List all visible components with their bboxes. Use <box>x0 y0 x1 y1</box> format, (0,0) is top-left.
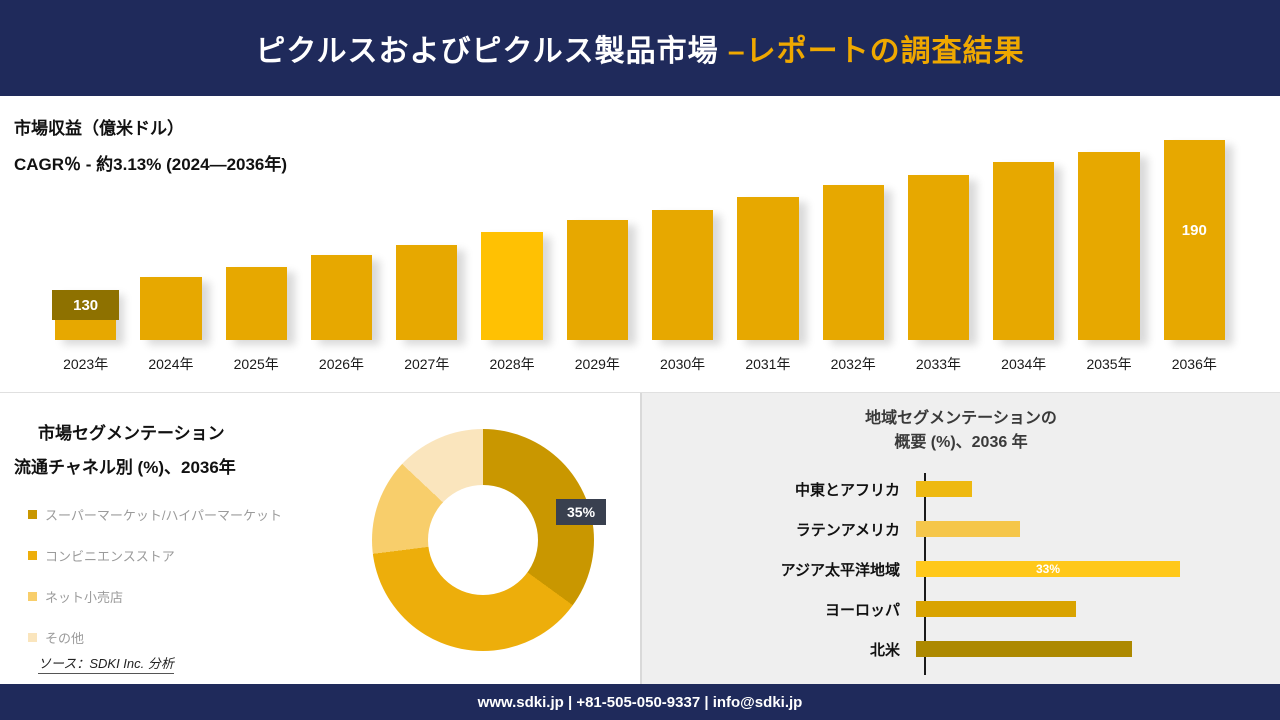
revenue-last-value-label: 190 <box>1181 222 1207 239</box>
legend-label: スーパーマーケット/ハイパーマーケット <box>45 508 282 523</box>
region-row: ラテンアメリカ <box>642 509 1280 549</box>
revenue-bar-2029年 <box>566 220 628 340</box>
revenue-axis-tick: 2023年 <box>63 356 109 372</box>
segmentation-subtitle: 流通チャネル別 (%)、2036年 <box>14 458 236 477</box>
region-panel: 地域セグメンテーションの 概要 (%)、2036 年 中東とアフリカ ラテンアメリ… <box>640 393 1280 684</box>
region-bar-chart: 中東とアフリカ ラテンアメリカアジア太平洋地域 33% ヨーロッパ北米 <box>642 469 1280 679</box>
legend-label: その他 <box>45 631 85 646</box>
region-bar-アジア太平洋地域: 33% <box>916 561 1180 577</box>
revenue-axis-tick: 2033年 <box>915 356 962 372</box>
legend-item: スーパーマーケット/ハイパーマーケット <box>28 505 282 524</box>
revenue-axis-tick: 2034年 <box>1001 356 1047 372</box>
region-label: アジア太平洋地域 <box>780 561 900 579</box>
legend-swatch-icon <box>28 592 37 601</box>
contact-footer: www.sdki.jp | +81-505-050-9337 | info@sd… <box>0 684 1280 720</box>
region-title: 地域セグメンテーションの 概要 (%)、2036 年 <box>642 407 1280 455</box>
revenue-bar-2034年 <box>993 162 1055 340</box>
bottom-panels: 市場セグメンテーション 流通チャネル別 (%)、2036年 スーパーマーケット/… <box>0 392 1280 684</box>
revenue-axis-tick: 2024年 <box>148 356 194 372</box>
region-title-line2: 概要 (%)、2036 年 <box>894 434 1028 451</box>
region-row: ヨーロッパ <box>642 589 1280 629</box>
revenue-bar-2024年 <box>140 277 202 340</box>
legend-label: コンビニエンスストア <box>45 549 175 564</box>
region-label: 北米 <box>869 641 900 659</box>
footer-contact-text: www.sdki.jp | +81-505-050-9337 | info@sd… <box>477 693 803 711</box>
legend-swatch-icon <box>28 551 37 560</box>
region-row: アジア太平洋地域 33% <box>642 549 1280 589</box>
revenue-axis-tick: 2025年 <box>233 356 279 372</box>
revenue-bar-2028年 <box>481 232 543 340</box>
region-bar-ラテンアメリカ <box>916 521 1020 537</box>
revenue-bar-2023年: 130 <box>52 290 120 340</box>
legend-item: ネット小売店 <box>28 587 282 606</box>
revenue-bar-2031年 <box>737 197 799 340</box>
revenue-bar-2036年: 190 <box>1163 140 1225 340</box>
revenue-axis-tick: 2031年 <box>745 356 791 372</box>
region-row: 中東とアフリカ <box>642 469 1280 509</box>
donut-legend: スーパーマーケット/ハイパーマーケット コンビニエンスストア ネット小売店 その他 <box>28 505 282 669</box>
revenue-axis-tick: 2026年 <box>318 356 365 372</box>
region-row: 北米 <box>642 629 1280 669</box>
donut-callout-35pct: 35% <box>556 499 607 525</box>
donut-ring <box>372 429 594 651</box>
legend-item: コンビニエンスストア <box>28 546 282 565</box>
revenue-axis-tick: 2030年 <box>660 356 706 372</box>
revenue-metric-label: 市場収益（億米ドル） <box>14 119 184 138</box>
revenue-bar-2025年 <box>225 267 287 340</box>
revenue-axis-tick: 2027年 <box>404 356 450 372</box>
page-title: ピクルスおよびピクルス製品市場 –レポートの調査結果 <box>255 26 1024 70</box>
region-bar-中東とアフリカ <box>916 481 972 497</box>
revenue-bar-2032年 <box>822 185 884 340</box>
revenue-category-axis: 2023年 2024年 2025年 2026年 2027年 2028年 2029年 2030年… <box>55 354 1225 374</box>
segmentation-panel: 市場セグメンテーション 流通チャネル別 (%)、2036年 スーパーマーケット/… <box>0 393 640 684</box>
region-bar-北米 <box>916 641 1132 657</box>
report-header: ピクルスおよびピクルス製品市場 –レポートの調査結果 <box>0 0 1280 96</box>
legend-swatch-icon <box>28 633 37 642</box>
legend-item: その他 <box>28 628 282 647</box>
revenue-bar-2033年 <box>907 175 970 340</box>
page-title-main: ピクルスおよびピクルス製品市場 <box>255 35 728 68</box>
source-note: ソース：SDKI Inc. 分析 <box>38 653 174 674</box>
region-bar-ヨーロッパ <box>916 601 1076 617</box>
region-bar-data-label: 33% <box>1035 562 1061 576</box>
revenue-axis-tick: 2035年 <box>1086 356 1132 372</box>
revenue-axis-tick: 2036年 <box>1171 356 1217 372</box>
legend-swatch-icon <box>28 510 37 519</box>
cagr-label: CAGR％ - 約3.13% (2024―2036年) <box>14 155 288 174</box>
revenue-chart-section: 市場収益（億米ドル） CAGR％ - 約3.13% (2024―2036年) 1… <box>0 96 1280 392</box>
donut-chart <box>372 429 594 651</box>
segmentation-title: 市場セグメンテーション <box>38 424 225 443</box>
revenue-first-value-label: 130 <box>52 290 120 320</box>
revenue-axis-tick: 2028年 <box>489 356 535 372</box>
revenue-bar-2035年 <box>1078 152 1140 340</box>
page-title-accent: –レポートの調査結果 <box>727 35 1025 68</box>
region-title-line1: 地域セグメンテーションの <box>865 410 1057 427</box>
revenue-bar-2027年 <box>396 245 458 340</box>
region-label: ラテンアメリカ <box>795 521 900 539</box>
revenue-axis-tick: 2029年 <box>574 356 620 372</box>
revenue-bar-2026年 <box>310 255 373 340</box>
revenue-axis-tick: 2032年 <box>830 356 876 372</box>
region-label: ヨーロッパ <box>824 601 900 619</box>
legend-label: ネット小売店 <box>45 590 124 605</box>
revenue-bar-2030年 <box>651 210 714 340</box>
region-label: 中東とアフリカ <box>794 481 900 499</box>
revenue-bars: 130 190 <box>52 135 1225 340</box>
